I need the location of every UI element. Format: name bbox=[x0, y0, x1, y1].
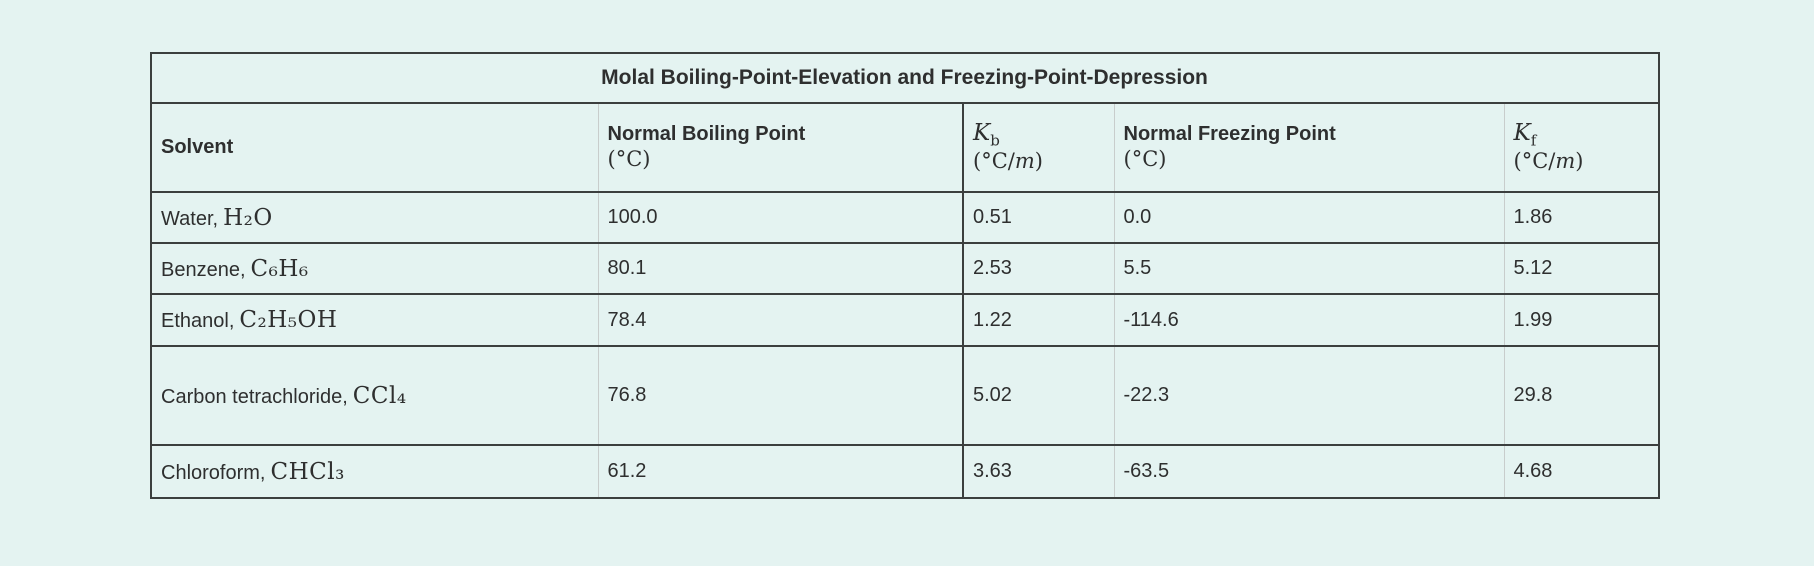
cell-freezing-point: 0.0 bbox=[1113, 191, 1504, 243]
kb-symbol: Kb bbox=[973, 119, 1000, 150]
solvent-name: Water, bbox=[161, 207, 219, 230]
cell-kf: 29.8 bbox=[1503, 345, 1660, 445]
column-header-boiling-point: Normal Boiling Point (°C) bbox=[597, 102, 963, 192]
cell-kb: 2.53 bbox=[962, 242, 1114, 294]
chemical-formula: CHCl₃ bbox=[270, 458, 345, 485]
chemical-formula: C₆H₆ bbox=[250, 255, 309, 282]
table-row-benzene: Benzene, C₆H₆ 80.1 2.53 5.5 5.12 bbox=[151, 242, 1660, 294]
cell-freezing-point: -22.3 bbox=[1113, 345, 1504, 445]
cell-boiling-point: 100.0 bbox=[597, 191, 963, 243]
solvent-header-label: Solvent bbox=[161, 136, 234, 158]
cell-boiling-point: 80.1 bbox=[597, 242, 963, 294]
cell-boiling-point: 78.4 bbox=[597, 293, 963, 346]
table-row-water: Water, H₂O 100.0 0.51 0.0 1.86 bbox=[151, 191, 1660, 243]
cell-kf: 1.99 bbox=[1503, 293, 1660, 346]
cell-kf: 5.12 bbox=[1503, 242, 1660, 294]
table-row-chloroform: Chloroform, CHCl₃ 61.2 3.63 -63.5 4.68 bbox=[151, 444, 1660, 498]
table-title: Molal Boiling-Point-Elevation and Freezi… bbox=[601, 66, 1208, 89]
cell-solvent: Benzene, C₆H₆ bbox=[151, 242, 598, 294]
cell-kb: 0.51 bbox=[962, 191, 1114, 243]
cell-freezing-point: -63.5 bbox=[1113, 444, 1504, 498]
chemical-formula: CCl₄ bbox=[352, 382, 407, 409]
column-header-solvent: Solvent bbox=[151, 102, 598, 192]
cell-kb: 3.63 bbox=[962, 444, 1114, 498]
chemical-formula: C₂H₅OH bbox=[239, 307, 338, 333]
solvent-name: Chloroform, bbox=[161, 461, 266, 484]
freezing-header-label: Normal Freezing Point bbox=[1123, 123, 1336, 146]
kb-header-unit: (°C/m) bbox=[973, 148, 1043, 173]
table-row-carbon-tetrachloride: Carbon tetrachloride, CCl₄ 76.8 5.02 -22.… bbox=[151, 345, 1660, 445]
cell-solvent: Carbon tetrachloride, CCl₄ bbox=[151, 345, 598, 445]
cell-kf: 1.86 bbox=[1503, 191, 1660, 243]
cell-kb: 5.02 bbox=[962, 345, 1114, 445]
boiling-freezing-constants-table: Molal Boiling-Point-Elevation and Freezi… bbox=[150, 52, 1661, 499]
freezing-header-unit: (°C) bbox=[1123, 147, 1167, 172]
column-header-freezing-point: Normal Freezing Point (°C) bbox=[1113, 102, 1504, 192]
kf-symbol: Kf bbox=[1513, 119, 1537, 150]
table-row-ethanol: Ethanol, C₂H₅OH 78.4 1.22 -114.6 1.99 bbox=[151, 293, 1660, 346]
column-header-kf: Kf (°C/m) bbox=[1503, 102, 1660, 192]
chemical-formula: H₂O bbox=[223, 204, 273, 231]
cell-solvent: Chloroform, CHCl₃ bbox=[151, 444, 598, 498]
solvent-name: Benzene, bbox=[161, 258, 246, 281]
cell-boiling-point: 61.2 bbox=[597, 444, 963, 498]
cell-kf: 4.68 bbox=[1503, 444, 1660, 498]
boiling-header-label: Normal Boiling Point bbox=[607, 123, 806, 146]
column-header-kb: Kb (°C/m) bbox=[962, 102, 1114, 192]
cell-boiling-point: 76.8 bbox=[597, 345, 963, 445]
cell-solvent: Water, H₂O bbox=[151, 191, 598, 243]
kf-header-unit: (°C/m) bbox=[1513, 148, 1584, 173]
cell-freezing-point: 5.5 bbox=[1113, 242, 1504, 294]
cell-freezing-point: -114.6 bbox=[1113, 293, 1504, 346]
boiling-header-unit: (°C) bbox=[607, 147, 651, 172]
solvent-name: Carbon tetrachloride, bbox=[161, 385, 348, 408]
cell-solvent: Ethanol, C₂H₅OH bbox=[151, 293, 598, 346]
header-row: Solvent Normal Boiling Point (°C) Kb (°C… bbox=[151, 102, 1660, 192]
solvent-name: Ethanol, bbox=[161, 310, 235, 332]
cell-kb: 1.22 bbox=[962, 293, 1114, 346]
